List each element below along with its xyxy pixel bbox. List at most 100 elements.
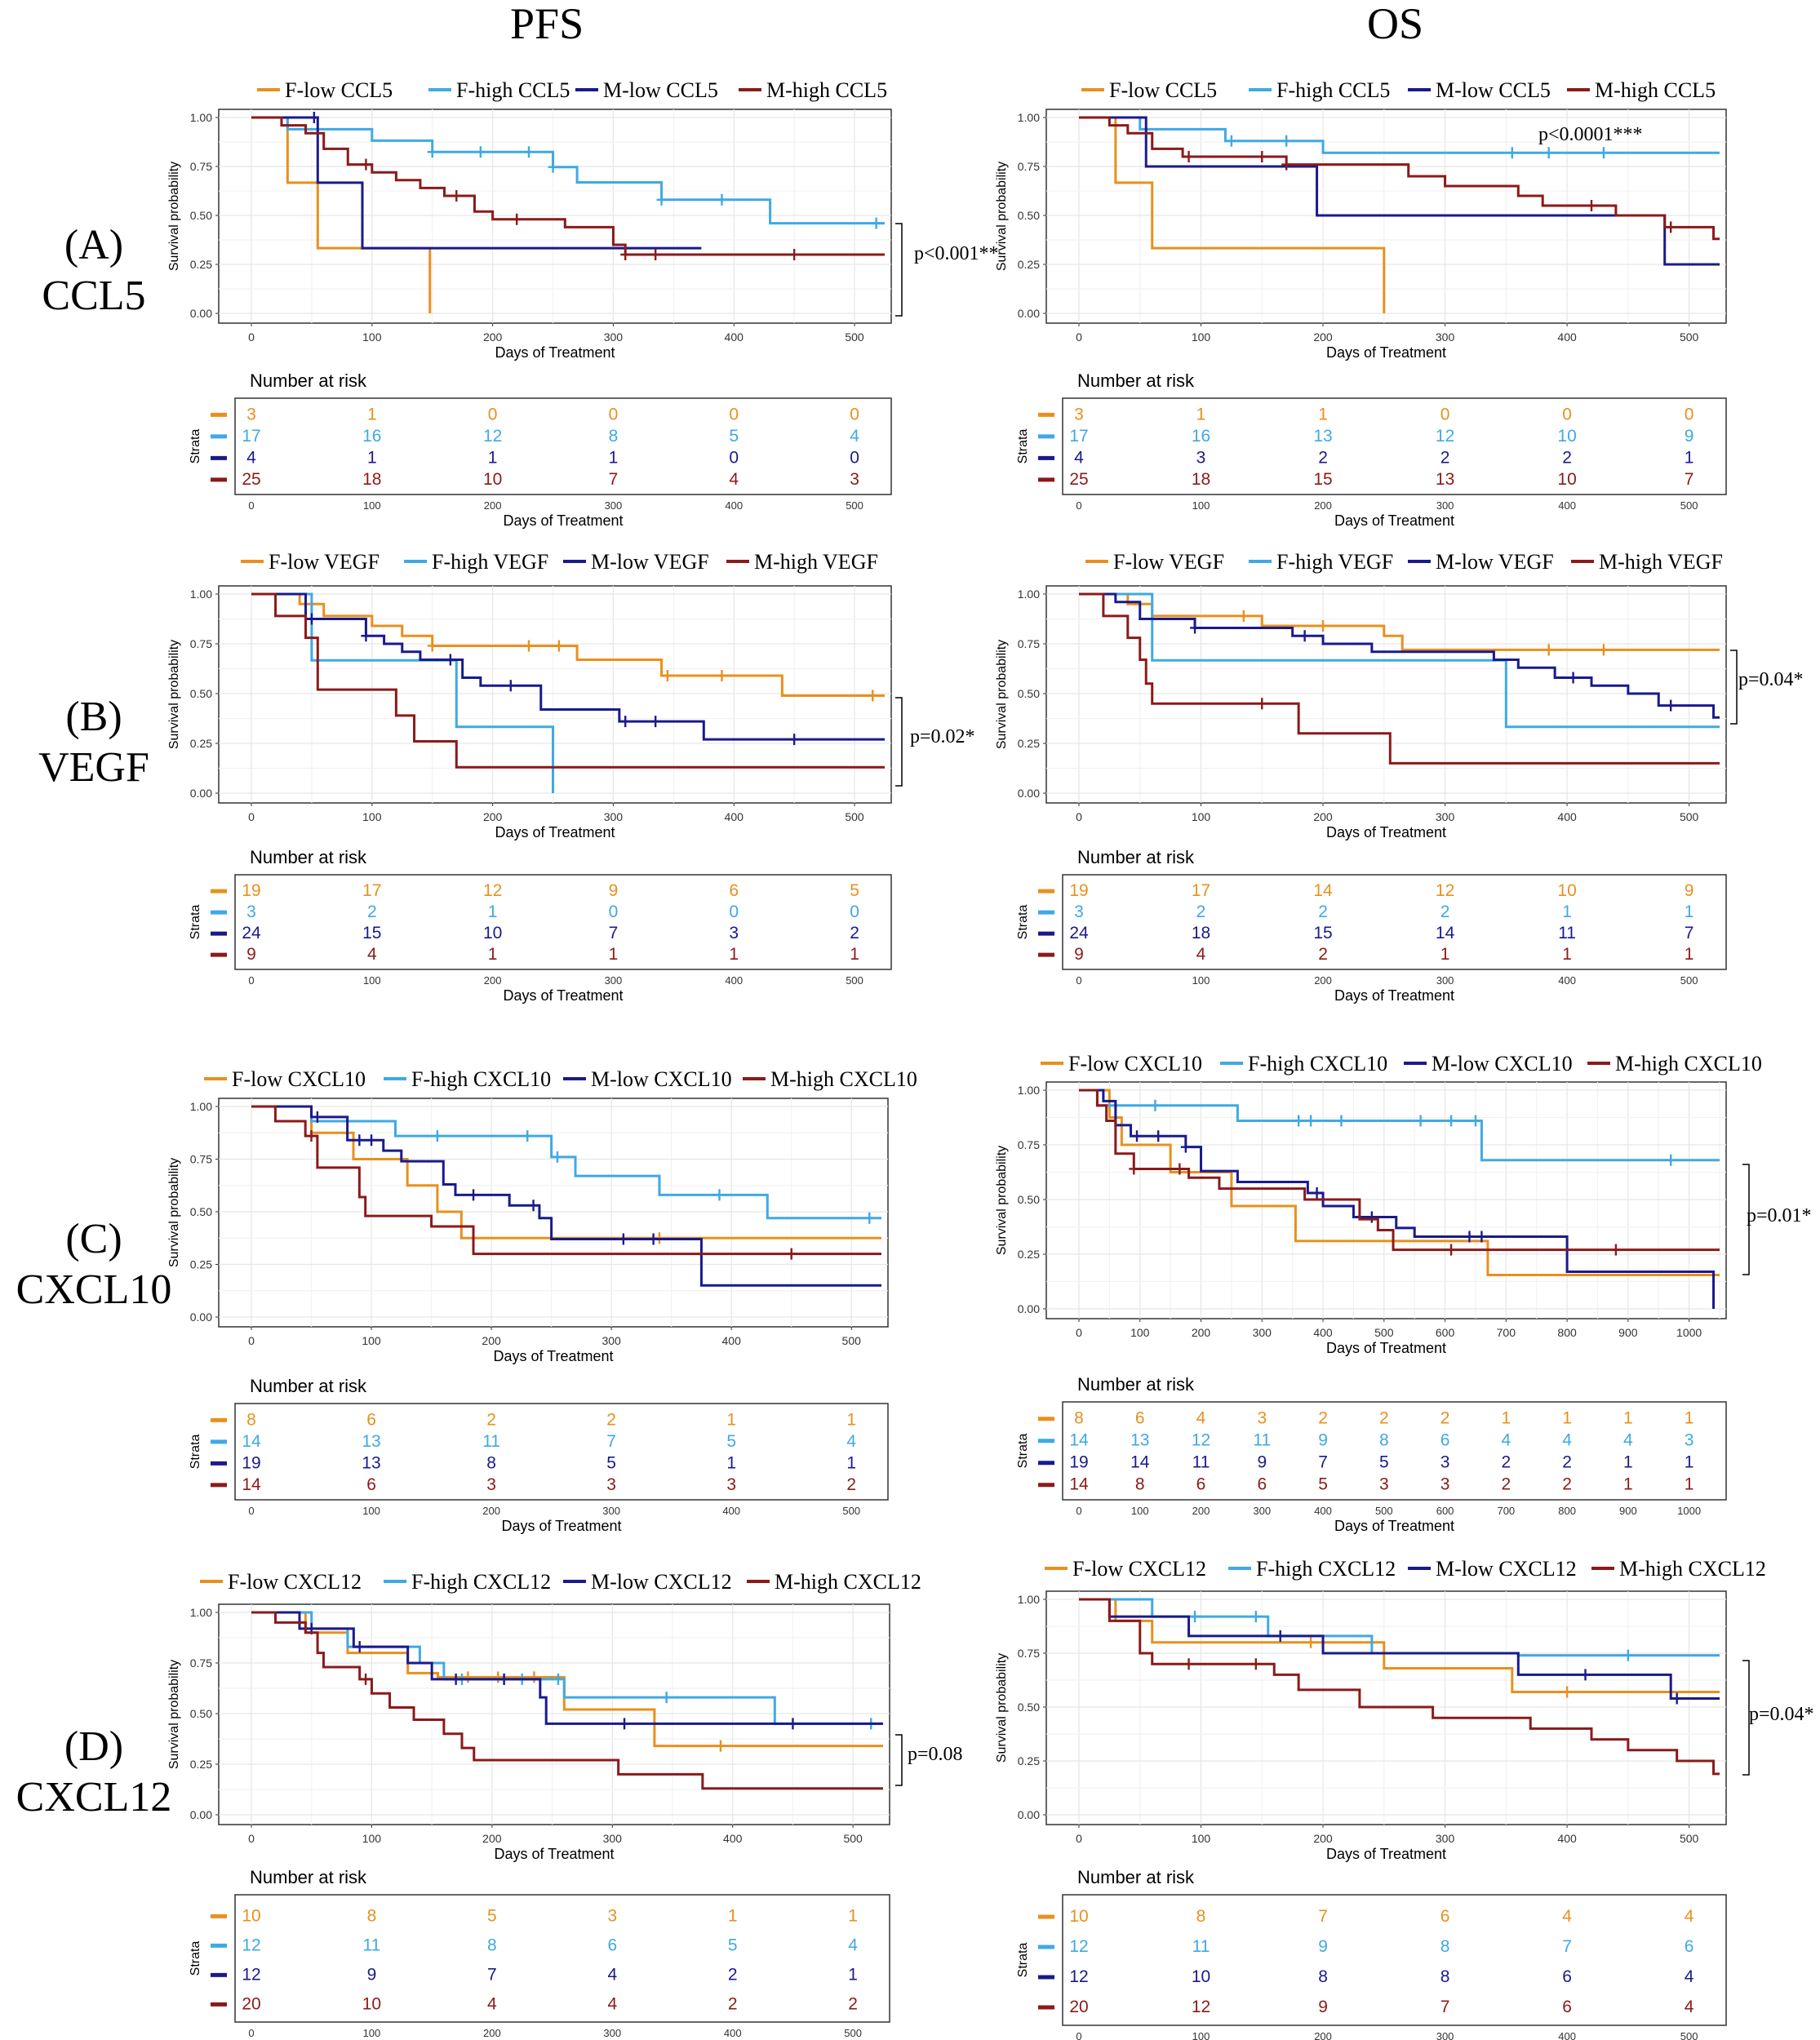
strata-label: Strata — [189, 429, 202, 464]
y-axis-label: Survival probability — [995, 162, 1009, 271]
censor-mark — [529, 1671, 539, 1683]
risk-count: 2 — [1562, 1453, 1572, 1472]
legend-entry: M-low CXCL10 — [1432, 1052, 1573, 1075]
risk-count: 2 — [1440, 1409, 1450, 1428]
x-tick-label: 200 — [1192, 1326, 1211, 1339]
risk-x-tick-label: 0 — [1076, 2030, 1081, 2040]
censor-mark — [1150, 1099, 1161, 1111]
censor-mark — [788, 1718, 798, 1730]
risk-x-axis-label: Days of Treatment — [1334, 512, 1454, 529]
censor-mark — [361, 158, 371, 171]
x-tick-label: 200 — [482, 1334, 501, 1347]
risk-count: 7 — [487, 1965, 497, 1984]
legend-entry: M-high CXCL10 — [770, 1067, 917, 1091]
risk-count: 0 — [850, 448, 859, 467]
risk-x-tick-label: 100 — [363, 2027, 381, 2039]
risk-count: 2 — [1196, 902, 1206, 921]
row-label-name: CXCL12 — [16, 1774, 172, 1820]
censor-mark — [1183, 1658, 1194, 1670]
risk-table-title: Number at risk — [1077, 847, 1195, 867]
km-curve — [251, 116, 885, 256]
risk-count: 19 — [242, 881, 260, 900]
risk-count: 10 — [242, 1906, 260, 1925]
risk-count: 4 — [729, 470, 739, 489]
legend-entry: F-low CCL5 — [1109, 78, 1217, 102]
risk-count: 2 — [1440, 902, 1450, 921]
risk-x-tick-label: 200 — [1314, 2030, 1332, 2040]
y-tick-label: 0.00 — [190, 787, 212, 800]
risk-count: 3 — [607, 1906, 617, 1925]
chart-b-os: F-low VEGF F-high VEGF M-low VEGF M-high VE… — [995, 550, 1804, 1004]
risk-count: 10 — [1192, 1967, 1210, 1986]
risk-count: 6 — [1685, 1937, 1694, 1956]
x-tick-label: 300 — [601, 1334, 621, 1347]
risk-count: 9 — [1074, 945, 1084, 964]
risk-count: 0 — [1562, 405, 1572, 424]
risk-count: 5 — [850, 881, 859, 900]
chart-d-pfs: F-low CXCL12 F-high CXCL12 M-low CXCL12 M-h… — [167, 1570, 963, 2039]
censor-mark — [715, 1740, 726, 1752]
row-label-d: (D) CXCL12 — [0, 1722, 188, 1823]
risk-count: 5 — [1379, 1453, 1389, 1472]
y-tick-label: 0.75 — [1018, 637, 1040, 650]
y-tick-label: 0.25 — [1018, 258, 1040, 271]
risk-count: 8 — [609, 427, 619, 446]
row-label-letter: (D) — [64, 1723, 124, 1770]
risk-count: 12 — [483, 427, 502, 446]
legend-entry: M-high CXCL12 — [1619, 1557, 1766, 1581]
x-tick-label: 0 — [248, 810, 255, 823]
censor-mark — [1180, 1141, 1191, 1153]
y-tick-label: 0.75 — [190, 637, 212, 650]
pvalue-bracket — [1742, 1164, 1750, 1275]
x-tick-label: 0 — [248, 330, 255, 344]
risk-count: 18 — [1192, 924, 1210, 942]
risk-count: 1 — [1685, 1409, 1694, 1428]
risk-count: 8 — [1196, 1907, 1206, 1926]
km-curve — [251, 592, 885, 769]
risk-count: 4 — [1562, 1431, 1572, 1450]
x-tick-label: 300 — [604, 810, 624, 823]
x-tick-label: 200 — [483, 810, 503, 823]
y-tick-label: 1.00 — [190, 111, 212, 124]
censor-mark — [650, 716, 661, 728]
risk-x-tick-label: 500 — [1680, 974, 1698, 987]
x-tick-label: 500 — [1680, 330, 1699, 344]
risk-count: 0 — [1685, 405, 1694, 424]
row-label-letter: (C) — [65, 1216, 122, 1262]
censor-mark — [309, 112, 319, 123]
risk-count: 2 — [1318, 1409, 1328, 1428]
risk-count: 4 — [1196, 1409, 1206, 1428]
row-label-name: CXCL10 — [16, 1266, 172, 1313]
x-tick-label: 100 — [1192, 330, 1211, 344]
risk-x-tick-label: 400 — [722, 1505, 740, 1517]
censor-mark — [1446, 1244, 1457, 1256]
censor-mark — [1281, 158, 1292, 171]
censor-mark — [1257, 151, 1267, 162]
censor-mark — [354, 1134, 365, 1146]
risk-table-title: Number at risk — [250, 370, 367, 391]
risk-x-tick-label: 400 — [725, 974, 743, 987]
risk-x-tick-label: 500 — [842, 1505, 860, 1517]
risk-x-axis-label: Days of Treatment — [1334, 987, 1454, 1004]
risk-table-title: Number at risk — [250, 847, 367, 867]
censor-mark — [523, 146, 534, 158]
risk-x-tick-label: 300 — [602, 1505, 620, 1517]
risk-count: 0 — [850, 405, 859, 424]
x-tick-label: 0 — [248, 1334, 255, 1347]
strata-label: Strata — [1016, 905, 1030, 940]
risk-count: 1 — [1501, 1409, 1511, 1428]
censor-mark — [1543, 644, 1554, 656]
x-tick-label: 500 — [845, 810, 864, 823]
strata-label: Strata — [1016, 1943, 1030, 1978]
risk-count: 3 — [1257, 1409, 1267, 1428]
risk-count: 1 — [1685, 902, 1694, 921]
risk-table-panel — [234, 397, 892, 495]
x-tick-label: 400 — [723, 1832, 743, 1845]
risk-count: 1 — [1685, 448, 1694, 467]
row-label-a: (A) CCL5 — [0, 220, 188, 322]
legend-entry: M-low VEGF — [1436, 550, 1554, 574]
x-tick-label: 400 — [1313, 1326, 1333, 1339]
risk-x-tick-label: 600 — [1436, 1505, 1454, 1517]
censor-mark — [1476, 1231, 1487, 1243]
risk-count: 7 — [606, 1432, 616, 1451]
